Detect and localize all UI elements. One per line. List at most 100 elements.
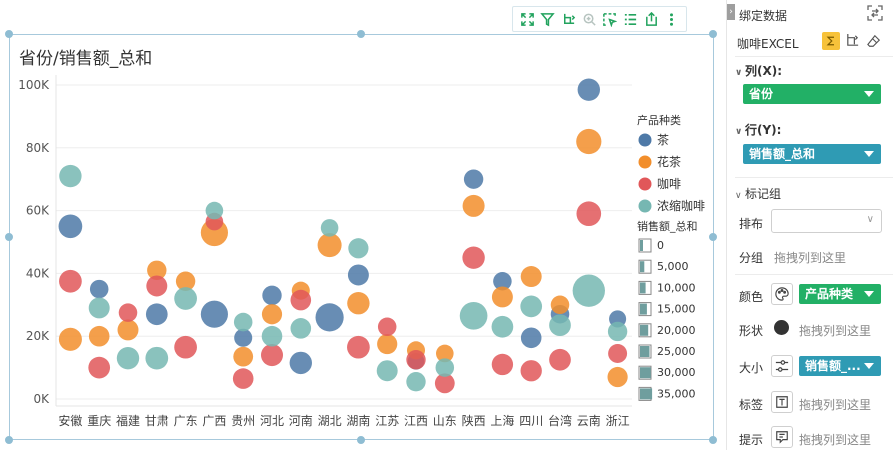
resize-handle-br[interactable] — [709, 436, 717, 444]
columns-section[interactable]: ∨ 列(X): — [735, 64, 783, 78]
select-icon[interactable] — [601, 11, 618, 28]
bubble-point[interactable] — [493, 271, 512, 291]
bubble-point[interactable] — [572, 274, 605, 307]
bubble-point[interactable] — [347, 264, 369, 286]
bubble-point[interactable] — [577, 78, 600, 101]
bubble-point[interactable] — [607, 366, 628, 388]
bubble-point[interactable] — [491, 353, 514, 376]
bubble-point[interactable] — [261, 325, 283, 347]
bubble-point[interactable] — [174, 287, 197, 310]
bubble-point[interactable] — [315, 303, 344, 332]
bubble-point[interactable] — [233, 312, 253, 332]
fullscreen-icon[interactable] — [519, 11, 536, 28]
bubble-point[interactable] — [59, 269, 82, 293]
bubble-point[interactable] — [520, 295, 543, 318]
sigma-icon[interactable] — [822, 32, 840, 50]
bubble-point[interactable] — [435, 358, 455, 377]
bubble-point[interactable] — [462, 246, 485, 269]
bubble-point[interactable] — [58, 214, 83, 239]
bubble-point[interactable] — [290, 289, 312, 311]
bubble-point[interactable] — [459, 301, 488, 330]
export-icon[interactable] — [643, 11, 660, 28]
bubble-point[interactable] — [234, 328, 253, 347]
bubble-point[interactable] — [145, 346, 169, 370]
bubble-point[interactable] — [260, 344, 284, 367]
bubble-point[interactable] — [463, 169, 484, 189]
tooltip-icon[interactable] — [771, 426, 793, 448]
bubble-point[interactable] — [549, 348, 571, 371]
bubble-point[interactable] — [348, 238, 369, 259]
resize-handle-bm[interactable] — [357, 436, 365, 444]
bubble-point[interactable] — [576, 201, 602, 227]
resize-handle-tm[interactable] — [357, 30, 365, 38]
tooltip-dropzone[interactable]: 拖拽列到这里 — [799, 433, 872, 447]
bubble-point[interactable] — [347, 335, 370, 359]
bubble-point[interactable] — [434, 373, 455, 394]
bubble-point[interactable] — [118, 303, 138, 322]
bubble-point[interactable] — [59, 164, 82, 188]
bubble-point[interactable] — [462, 194, 485, 217]
resize-handle-tr[interactable] — [709, 30, 717, 38]
bubble-point[interactable] — [491, 315, 514, 338]
resize-handle-bl[interactable] — [5, 436, 13, 444]
filter-icon[interactable] — [539, 11, 556, 28]
bubble-point[interactable] — [491, 286, 513, 308]
circle-shape-icon[interactable] — [774, 320, 789, 335]
columns-field-pill[interactable]: 省份 — [743, 84, 881, 104]
more-icon[interactable] — [663, 11, 680, 28]
bubble-point[interactable] — [88, 356, 111, 379]
size-field-pill[interactable]: 销售额_... — [799, 356, 881, 376]
bubble-point[interactable] — [608, 343, 628, 363]
size-settings-icon[interactable] — [771, 355, 793, 377]
bubble-point[interactable] — [117, 319, 139, 341]
bubble-point[interactable] — [347, 292, 370, 315]
resize-handle-ml[interactable] — [5, 233, 13, 241]
group-dropzone[interactable]: 拖拽列到这里 — [774, 251, 847, 265]
bubble-point[interactable] — [317, 233, 342, 258]
hierarchy-icon[interactable] — [845, 33, 861, 49]
bubble-point[interactable] — [89, 279, 109, 299]
drill-icon[interactable] — [560, 11, 577, 28]
bubble-point[interactable] — [549, 314, 571, 337]
bubble-point[interactable] — [290, 318, 312, 339]
bubble-point[interactable] — [174, 335, 197, 359]
bubble-point[interactable] — [436, 344, 454, 363]
bubble-point[interactable] — [233, 346, 254, 367]
palette-icon[interactable] — [771, 283, 793, 305]
rows-field-pill[interactable]: 销售额_总和 — [743, 144, 881, 164]
bubble-point[interactable] — [58, 327, 82, 351]
bubble-point[interactable] — [406, 350, 426, 370]
bubble-point[interactable] — [607, 321, 628, 342]
bubble-point[interactable] — [116, 346, 140, 370]
bubble-point[interactable] — [550, 295, 570, 315]
swap-axes-icon[interactable] — [867, 5, 883, 21]
bubble-point[interactable] — [205, 201, 224, 220]
bubble-point[interactable] — [376, 360, 398, 382]
eraser-icon[interactable] — [867, 33, 883, 49]
tag-dropzone[interactable]: 拖拽列到这里 — [799, 398, 872, 412]
bubble-point[interactable] — [261, 304, 283, 325]
shape-dropzone[interactable]: 拖拽列到这里 — [799, 324, 872, 338]
layout-select[interactable]: ∨ — [771, 209, 882, 233]
list-icon[interactable] — [622, 11, 639, 28]
text-tag-icon[interactable] — [771, 391, 793, 413]
bubble-point[interactable] — [576, 128, 602, 155]
bubble-point[interactable] — [289, 351, 312, 375]
bubble-point[interactable] — [145, 303, 168, 326]
bubble-point[interactable] — [377, 333, 398, 355]
bubble-point[interactable] — [520, 360, 542, 382]
resize-handle-tl[interactable] — [5, 30, 13, 38]
bubble-point[interactable] — [147, 260, 167, 280]
bubble-point[interactable] — [200, 300, 228, 328]
bubble-point[interactable] — [320, 219, 339, 237]
resize-handle-mr[interactable] — [709, 233, 717, 241]
color-field-pill[interactable]: 产品种类 — [799, 284, 881, 304]
rows-section[interactable]: ∨ 行(Y): — [735, 123, 782, 137]
bubble-point[interactable] — [262, 285, 282, 306]
bubble-point[interactable] — [175, 271, 196, 291]
zoom-icon[interactable] — [581, 11, 598, 28]
bubble-point[interactable] — [88, 325, 110, 347]
bubble-point[interactable] — [520, 266, 542, 288]
bubble-point[interactable] — [232, 368, 254, 389]
bubble-point[interactable] — [88, 297, 110, 319]
